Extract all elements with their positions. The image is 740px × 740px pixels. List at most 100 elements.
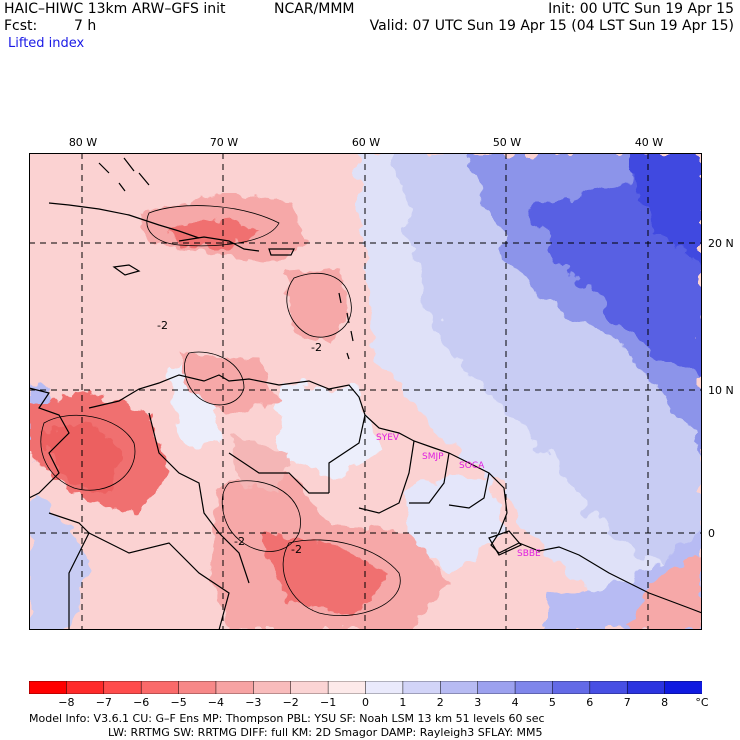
color-bar-tick-label: −7 bbox=[95, 696, 112, 709]
color-bar-unit: °C bbox=[695, 696, 709, 709]
color-bar-tick-label: 1 bbox=[399, 696, 407, 709]
coast-hispaniola bbox=[178, 236, 260, 252]
forecast-label: Fcst: bbox=[4, 18, 38, 34]
color-bar-segment bbox=[440, 681, 479, 694]
color-bar-segment bbox=[402, 681, 442, 694]
color-bar-tick-label: 2 bbox=[436, 696, 444, 709]
organization: NCAR/MMM bbox=[274, 1, 355, 17]
contours-minus-2 bbox=[40, 205, 401, 616]
coast-bahamas bbox=[98, 157, 150, 192]
color-bar-segment bbox=[664, 681, 702, 694]
color-bar-segment bbox=[253, 681, 292, 694]
map-border bbox=[29, 153, 702, 630]
color-bar-tick-label: 8 bbox=[661, 696, 669, 709]
color-bar-segment bbox=[477, 681, 516, 694]
coast-guianas bbox=[364, 414, 508, 514]
forecast-hour: 7 h bbox=[74, 18, 97, 34]
color-bar-tick-label: 7 bbox=[623, 696, 631, 709]
contour-a bbox=[286, 272, 352, 338]
color-bar-segment bbox=[29, 681, 68, 694]
color-bar-segment bbox=[66, 681, 105, 694]
contour-f bbox=[184, 351, 245, 406]
contour-c bbox=[40, 414, 136, 491]
color-bar-tick-label: −8 bbox=[58, 696, 75, 709]
border-guiana-brazil bbox=[448, 472, 490, 509]
color-bar-tick-label: −4 bbox=[207, 696, 224, 709]
stable-region-peak bbox=[629, 153, 702, 263]
unstable-region-colombia-inner bbox=[39, 423, 124, 493]
contour-e bbox=[282, 539, 401, 616]
color-bar-tick-label: 0 bbox=[362, 696, 369, 709]
field-name: Lifted index bbox=[8, 36, 85, 51]
lon-label-50w: 50 W bbox=[492, 136, 522, 149]
coast-lesser-antilles bbox=[338, 292, 354, 360]
color-bar-tick-label: 3 bbox=[474, 696, 482, 709]
color-bar-segment bbox=[215, 681, 255, 694]
contour-label: -2 bbox=[234, 535, 245, 548]
color-bar-segment bbox=[327, 681, 367, 694]
unstable-region-guyana bbox=[229, 433, 289, 493]
station-smjp: SMJP bbox=[422, 452, 444, 462]
contour-d bbox=[221, 480, 301, 552]
unstable-field bbox=[29, 193, 702, 630]
coast-marajo-island bbox=[488, 530, 522, 556]
contour-label: -2 bbox=[291, 543, 302, 556]
coast-south-america-north bbox=[88, 374, 366, 416]
contour-label: -2 bbox=[311, 341, 322, 354]
unstable-region-venezuela bbox=[179, 353, 279, 413]
color-bar-segment bbox=[589, 681, 628, 694]
unstable-region-brazil-coast bbox=[629, 553, 702, 630]
border-peru-brazil bbox=[88, 532, 230, 630]
contour-labels: -2 -2 -2 -2 bbox=[157, 319, 322, 556]
model-info-line2: LW: RRTMG SW: RRTMG DIFF: full KM: 2D Sm… bbox=[108, 726, 543, 739]
border-colombia-ecuador bbox=[48, 512, 90, 630]
color-bar-tick-label: 5 bbox=[548, 696, 556, 709]
border-suriname-guiana bbox=[409, 452, 450, 504]
station-sbbe: SBBE bbox=[517, 549, 541, 559]
border-venezuela-brazil bbox=[228, 452, 329, 494]
border-colombia-venezuela bbox=[148, 412, 250, 584]
lat-label-equator: 0 bbox=[708, 527, 715, 540]
color-bar-segment bbox=[103, 681, 142, 694]
shaded-field bbox=[29, 153, 702, 630]
border-guyana-suriname bbox=[358, 440, 415, 514]
init-time: Init: 00 UTC Sun 19 Apr 15 bbox=[548, 1, 734, 17]
color-bar-tick-label: −6 bbox=[133, 696, 150, 709]
neutral-pocket-a bbox=[279, 383, 379, 483]
coast-puerto-rico bbox=[268, 248, 295, 256]
lon-label-80w: 80 W bbox=[68, 136, 98, 149]
coastlines bbox=[29, 157, 702, 630]
color-bar-segment bbox=[140, 681, 180, 694]
model-info-line1: Model Info: V3.6.1 CU: G–F Ens MP: Thomp… bbox=[29, 712, 545, 725]
color-bar bbox=[29, 681, 702, 694]
color-bar-tick-label: −1 bbox=[319, 696, 337, 709]
lon-label-70w: 70 W bbox=[209, 136, 239, 149]
lat-label-10n: 10 N bbox=[708, 384, 734, 397]
model-title: HAIC–HIWC 13km ARW–GFS init bbox=[4, 1, 226, 17]
color-bar-segment bbox=[365, 681, 404, 694]
coast-jamaica bbox=[112, 264, 141, 276]
color-bar-tick-label: −5 bbox=[170, 696, 187, 709]
stable-region-southwest bbox=[29, 493, 89, 630]
station-soca: SOCA bbox=[459, 461, 485, 471]
lat-label-20n: 20 N bbox=[708, 237, 734, 250]
color-bar-tick-label: 6 bbox=[586, 696, 594, 709]
lifted-index-map: -2 -2 -2 -2 SYEV SMJP SOCA SBBE bbox=[29, 153, 702, 630]
color-bar-tick-label: 4 bbox=[511, 696, 519, 709]
unstable-region-antilles bbox=[284, 268, 349, 343]
border-venezuela-guyana bbox=[328, 414, 366, 493]
station-labels: SYEV SMJP SOCA SBBE bbox=[376, 433, 541, 559]
coast-cuba bbox=[48, 202, 200, 239]
color-bar-segment bbox=[626, 681, 666, 694]
coast-central-america bbox=[29, 387, 70, 499]
unstable-region-hispaniola bbox=[169, 218, 259, 248]
color-bar-segment bbox=[514, 681, 554, 694]
lon-label-40w: 40 W bbox=[634, 136, 664, 149]
unstable-region-amazon-inner bbox=[259, 533, 389, 613]
lat-lon-grid bbox=[29, 153, 702, 630]
contour-label: -2 bbox=[157, 319, 168, 332]
color-bar-segment bbox=[290, 681, 329, 694]
valid-time: Valid: 07 UTC Sun 19 Apr 15 (04 LST Sun … bbox=[369, 18, 734, 34]
color-bar-segment bbox=[552, 681, 591, 694]
lon-label-60w: 60 W bbox=[351, 136, 381, 149]
